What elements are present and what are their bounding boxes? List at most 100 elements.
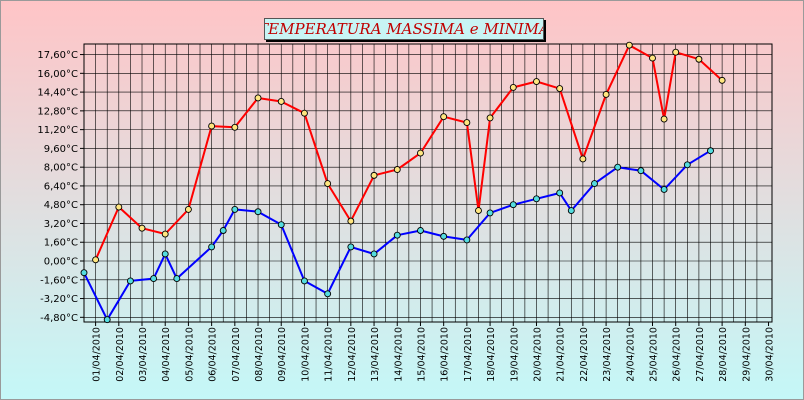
x-tick-label: 16/04/2010 xyxy=(440,327,451,382)
y-tick-label: 1,60°C xyxy=(44,238,78,249)
data-point xyxy=(184,205,192,213)
x-tick-label: 06/04/2010 xyxy=(208,327,219,382)
y-tick-label: 0,00°C xyxy=(44,257,78,268)
data-point xyxy=(347,243,355,251)
data-point xyxy=(440,232,448,240)
data-point xyxy=(126,277,134,285)
x-tick-label: 10/04/2010 xyxy=(300,327,311,382)
x-tick-label: 22/04/2010 xyxy=(579,327,590,382)
data-point xyxy=(649,54,656,62)
data-point xyxy=(625,41,633,49)
data-point xyxy=(300,277,308,285)
x-tick-label: 26/04/2010 xyxy=(672,327,683,382)
data-point xyxy=(219,227,227,234)
data-point xyxy=(660,186,668,193)
x-tick-label: 17/04/2010 xyxy=(463,327,474,382)
x-tick-label: 07/04/2010 xyxy=(231,327,242,382)
data-point xyxy=(92,256,100,264)
x-tick-label: 15/04/2010 xyxy=(416,327,427,382)
data-point xyxy=(486,114,494,122)
data-point xyxy=(579,155,587,163)
data-point xyxy=(509,83,517,91)
data-point xyxy=(556,189,564,197)
data-point xyxy=(347,217,355,225)
series-min xyxy=(80,147,714,324)
x-tick-label: 21/04/2010 xyxy=(556,327,567,382)
x-tick-label: 02/04/2010 xyxy=(115,327,126,382)
data-point xyxy=(417,227,424,234)
data-point xyxy=(440,113,448,121)
data-point xyxy=(138,224,146,232)
data-point xyxy=(660,115,668,123)
x-tick-label: 01/04/2010 xyxy=(92,327,103,382)
y-tick-label: 17,60°C xyxy=(37,50,78,61)
data-point xyxy=(591,180,598,188)
data-point xyxy=(567,207,575,215)
x-axis-ticks: 01/04/2010 02/04/2010 03/04/2010 04/04/2010… xyxy=(92,327,776,382)
chart-title: TEMPERATURA MASSIMA e MINIMA xyxy=(264,18,544,40)
data-point xyxy=(300,109,308,117)
data-point xyxy=(393,166,401,173)
data-point xyxy=(231,123,239,131)
data-point xyxy=(393,231,401,239)
y-tick-label: 9,60°C xyxy=(44,144,78,155)
data-point xyxy=(417,149,424,157)
x-tick-label: 04/04/2010 xyxy=(161,327,172,382)
x-tick-label: 25/04/2010 xyxy=(648,327,659,382)
x-tick-label: 29/04/2010 xyxy=(741,327,752,382)
data-point xyxy=(150,275,158,283)
data-point xyxy=(707,147,714,155)
x-tick-label: 08/04/2010 xyxy=(254,327,265,382)
y-tick-label: 6,40°C xyxy=(44,181,78,192)
y-tick-label: 12,80°C xyxy=(37,106,78,117)
series-max xyxy=(92,41,726,264)
data-point xyxy=(173,275,181,283)
x-tick-label: 20/04/2010 xyxy=(532,327,543,382)
x-tick-label: 14/04/2010 xyxy=(393,327,404,382)
series-layer xyxy=(80,41,726,324)
data-point xyxy=(208,122,216,130)
series-line xyxy=(83,149,712,321)
data-point xyxy=(103,316,111,324)
x-tick-label: 18/04/2010 xyxy=(486,327,497,382)
data-point xyxy=(533,195,540,203)
data-point xyxy=(695,55,703,63)
y-tick-label: 8,00°C xyxy=(44,163,78,174)
data-point xyxy=(602,90,610,98)
y-tick-label: 3,20°C xyxy=(44,219,78,230)
data-point xyxy=(80,269,88,277)
y-tick-label: 16,00°C xyxy=(37,69,78,80)
data-point xyxy=(637,167,645,175)
data-point xyxy=(231,205,239,213)
data-point xyxy=(556,85,564,93)
data-point xyxy=(475,207,482,215)
data-point xyxy=(277,98,285,105)
data-point xyxy=(370,171,378,179)
y-axis-ticks: 17,60°C 16,00°C 14,40°C 12,80°C 11,20°C 9,60°… xyxy=(37,50,78,324)
x-tick-label: 19/04/2010 xyxy=(509,327,520,382)
grid xyxy=(80,43,773,326)
data-point xyxy=(533,78,540,85)
x-tick-label: 24/04/2010 xyxy=(625,327,636,382)
data-point xyxy=(509,201,517,209)
data-point xyxy=(208,243,216,251)
x-tick-label: 09/04/2010 xyxy=(277,327,288,382)
data-point xyxy=(614,163,622,171)
data-point xyxy=(370,250,378,258)
data-point xyxy=(115,203,123,211)
y-tick-label: 14,40°C xyxy=(37,88,78,99)
data-point xyxy=(161,230,169,238)
y-tick-label: -1,60°C xyxy=(40,275,78,286)
y-tick-label: 11,20°C xyxy=(37,125,78,136)
y-tick-label: 4,80°C xyxy=(44,200,78,211)
y-tick-label: -4,80°C xyxy=(40,313,78,324)
x-tick-label: 03/04/2010 xyxy=(138,327,149,382)
x-tick-label: 13/04/2010 xyxy=(370,327,381,382)
y-tick-label: -3,20°C xyxy=(40,294,78,305)
data-point xyxy=(254,208,262,216)
x-tick-label: 28/04/2010 xyxy=(718,327,729,382)
x-tick-label: 12/04/2010 xyxy=(347,327,358,382)
x-tick-label: 05/04/2010 xyxy=(184,327,195,382)
